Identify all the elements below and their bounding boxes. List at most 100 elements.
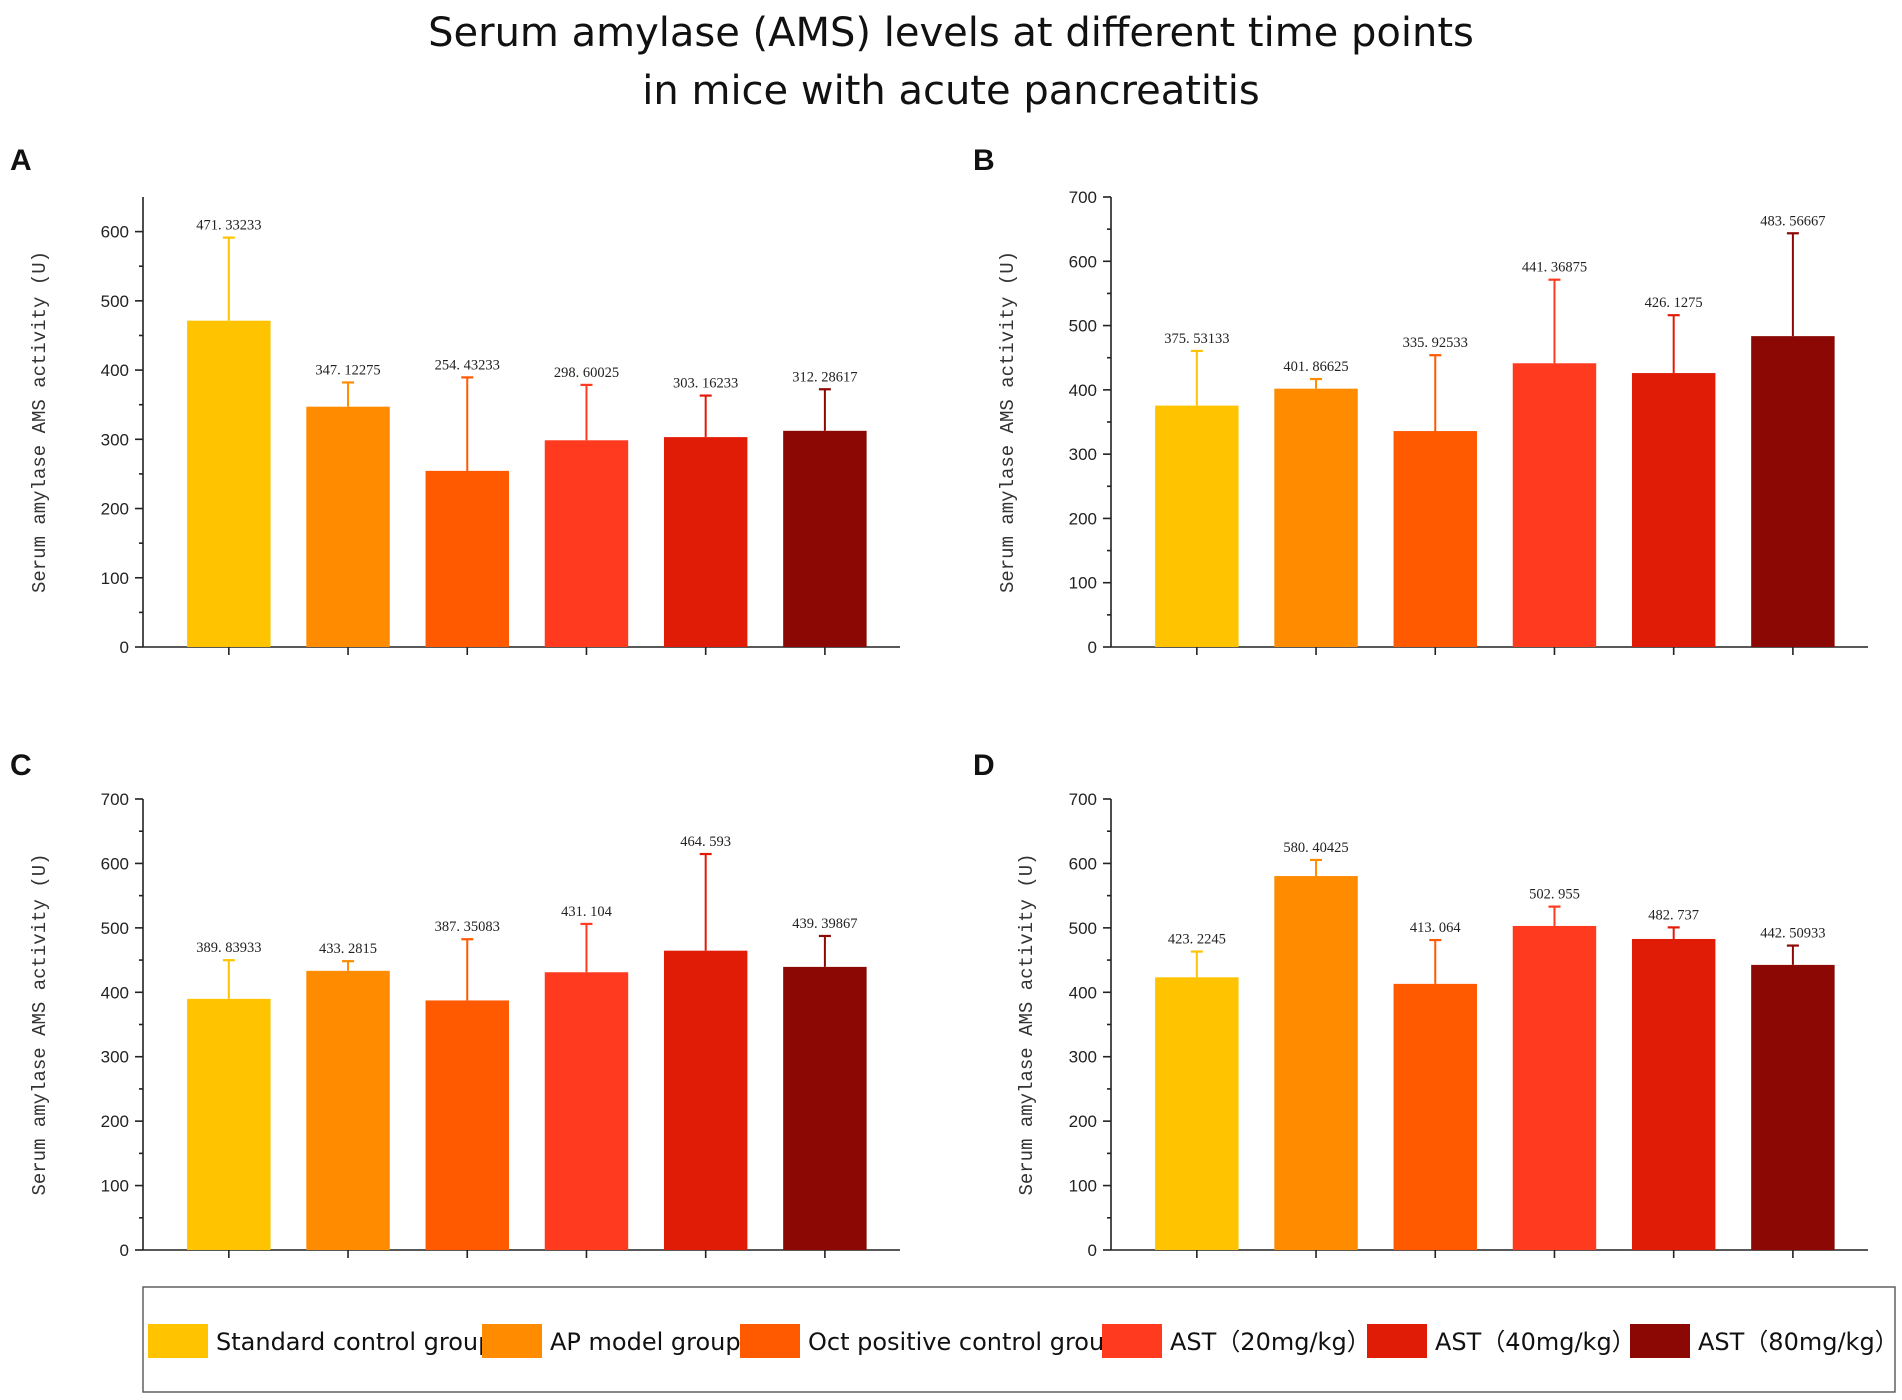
bar-value-label: 375. 53133 xyxy=(1164,331,1229,347)
y-axis-label: Serum amylase AMS activity (U) xyxy=(1016,853,1038,1195)
bar-value-label: 413. 064 xyxy=(1410,920,1462,936)
bar-value-label: 387. 35083 xyxy=(435,919,500,935)
y-tick-label: 700 xyxy=(1069,790,1097,809)
bar-value-label: 439. 39867 xyxy=(792,916,857,932)
bar xyxy=(663,950,748,1250)
bar xyxy=(1751,964,1835,1250)
legend-swatch xyxy=(482,1324,542,1358)
y-tick-label: 500 xyxy=(1069,919,1097,938)
y-tick-label: 300 xyxy=(101,1048,129,1067)
legend-label: Standard control group xyxy=(216,1328,493,1356)
bar xyxy=(425,470,509,647)
bar xyxy=(783,966,867,1250)
chart-title-line-2: in mice with acute pancreatitis xyxy=(642,68,1259,114)
bar xyxy=(1512,925,1597,1250)
y-tick-label: 200 xyxy=(101,500,129,519)
y-tick-label: 600 xyxy=(101,854,129,873)
bar-value-label: 431. 104 xyxy=(561,904,613,920)
bar-value-label: 335. 92533 xyxy=(1403,335,1468,351)
legend-item: AP model group xyxy=(482,1324,741,1358)
y-tick-label: 500 xyxy=(1069,317,1097,336)
y-tick-label: 600 xyxy=(1069,252,1097,271)
bar-value-label: 441. 36875 xyxy=(1522,260,1587,276)
y-tick-label: 300 xyxy=(1069,1048,1097,1067)
y-tick-label: 500 xyxy=(101,919,129,938)
legend-item: Oct positive control group xyxy=(740,1324,1119,1358)
chart-title-line-1: Serum amylase (AMS) levels at different … xyxy=(428,10,1474,56)
bar-value-label: 580. 40425 xyxy=(1283,840,1348,856)
bar-value-label: 442. 50933 xyxy=(1760,926,1825,942)
bar-value-label: 502. 955 xyxy=(1529,887,1580,903)
bar-value-label: 254. 43233 xyxy=(435,357,500,373)
bar xyxy=(1155,405,1239,647)
legend-label: AST（40mg/kg） xyxy=(1435,1328,1636,1356)
bar xyxy=(306,406,390,647)
y-tick-label: 600 xyxy=(1069,854,1097,873)
legend-items: Standard control group AP model group Oct … xyxy=(148,1324,1899,1358)
y-axis-label: Serum amylase AMS activity (U) xyxy=(29,853,51,1195)
legend-swatch xyxy=(148,1324,208,1358)
bar-value-label: 471. 33233 xyxy=(196,218,261,234)
y-tick-label: 600 xyxy=(101,223,129,242)
legend: Standard control group AP model group Oct … xyxy=(142,1286,1899,1393)
bar-value-label: 389. 83933 xyxy=(196,940,261,956)
y-tick-label: 300 xyxy=(101,430,129,449)
legend-label: AST（20mg/kg） xyxy=(1170,1328,1371,1356)
bar-value-label: 426. 1275 xyxy=(1645,295,1703,311)
legend-item: AST（40mg/kg） xyxy=(1367,1324,1636,1358)
y-tick-label: 0 xyxy=(1088,638,1097,657)
y-axis-label: Serum amylase AMS activity (U) xyxy=(29,251,51,593)
bar xyxy=(425,1000,509,1250)
y-tick-label: 100 xyxy=(101,569,129,588)
bar-value-label: 401. 86625 xyxy=(1283,359,1348,375)
bar-value-label: 483. 56667 xyxy=(1760,213,1825,229)
panel-b: B 0 100 200 300 400 500 600 700 Serum amylase AMS… xyxy=(973,144,1868,657)
y-tick-label: 100 xyxy=(101,1177,129,1196)
legend-frame xyxy=(142,1286,1896,1393)
y-tick-label: 400 xyxy=(1069,381,1097,400)
y-tick-label: 400 xyxy=(101,983,129,1002)
bar xyxy=(783,430,867,647)
bar-value-label: 303. 16233 xyxy=(673,376,738,392)
bar xyxy=(1274,388,1358,647)
bar xyxy=(306,970,390,1250)
y-tick-label: 700 xyxy=(101,790,129,809)
bar xyxy=(1631,373,1716,647)
legend-swatch xyxy=(1367,1324,1427,1358)
y-tick-label: 400 xyxy=(101,361,129,380)
bar-value-label: 312. 28617 xyxy=(792,369,857,385)
y-tick-label: 0 xyxy=(120,638,129,657)
legend-item: AST（20mg/kg） xyxy=(1102,1324,1371,1358)
y-tick-label: 200 xyxy=(1069,509,1097,528)
bar xyxy=(1393,431,1477,647)
y-tick-label: 200 xyxy=(101,1112,129,1131)
bar-value-label: 423. 2245 xyxy=(1168,932,1226,948)
panel-letter: B xyxy=(973,144,995,177)
bar-value-label: 298. 60025 xyxy=(554,365,619,381)
panel-letter: D xyxy=(973,749,995,782)
y-tick-label: 0 xyxy=(1088,1241,1097,1260)
panel-letter: C xyxy=(10,749,32,782)
y-tick-label: 100 xyxy=(1069,574,1097,593)
bar xyxy=(187,320,271,647)
bar-value-label: 482. 737 xyxy=(1648,907,1699,923)
panels-group: A 0 100 200 300 400 500 600 Serum amylase AMS ac… xyxy=(10,144,1868,1260)
bar xyxy=(1631,938,1716,1250)
bar xyxy=(1274,876,1358,1250)
bar-value-label: 464. 593 xyxy=(680,834,731,850)
legend-label: AST（80mg/kg） xyxy=(1698,1328,1899,1356)
bar xyxy=(1512,363,1597,647)
y-tick-label: 500 xyxy=(101,292,129,311)
bar xyxy=(544,972,629,1250)
bar xyxy=(187,998,271,1250)
y-axis-label: Serum amylase AMS activity (U) xyxy=(997,251,1019,593)
y-tick-label: 700 xyxy=(1069,188,1097,207)
bar xyxy=(1155,977,1239,1250)
bar-value-label: 347. 12275 xyxy=(315,362,380,378)
panel-d: D 0 100 200 300 400 500 600 700 Serum amylase AMS… xyxy=(973,749,1868,1260)
y-tick-label: 400 xyxy=(1069,983,1097,1002)
bar xyxy=(544,440,629,647)
y-tick-label: 100 xyxy=(1069,1177,1097,1196)
y-tick-label: 300 xyxy=(1069,445,1097,464)
